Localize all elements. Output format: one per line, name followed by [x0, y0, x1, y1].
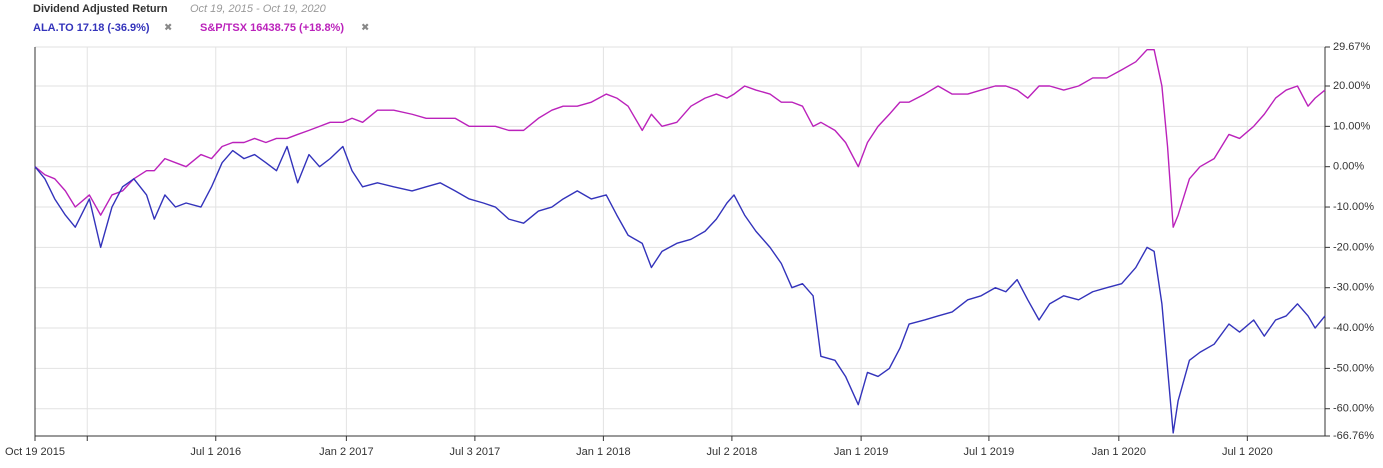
x-tick-label: Oct 19 2015: [5, 446, 65, 458]
x-tick-label: Jan 1 2018: [576, 446, 630, 458]
x-tick-label: Jan 2 2017: [319, 446, 373, 458]
legend-entry: ALA.TO 17.18 (-36.9%): [33, 22, 150, 34]
x-tick-label: Jan 1 2019: [834, 446, 888, 458]
y-tick-label: -60.00%: [1333, 403, 1374, 415]
x-tick-label: Jul 1 2020: [1222, 446, 1273, 458]
legend-remove[interactable]: ✖: [164, 23, 172, 34]
series-line: [34, 49, 1326, 228]
x-tick-label: Jul 1 2019: [964, 446, 1015, 458]
x-tick-label: Jul 2 2018: [707, 446, 758, 458]
y-tick-label: 10.00%: [1333, 120, 1371, 132]
series-line: [34, 145, 1326, 434]
legend-remove[interactable]: ✖: [361, 23, 369, 34]
plot-area: 29.67% 20.00% 10.00% 0.00% -10.00% -20.00% -30…: [5, 41, 1374, 458]
chart-subtitle: Oct 19, 2015 - Oct 19, 2020: [190, 3, 327, 15]
legend-entry: S&P/TSX 16438.75 (+18.8%): [200, 22, 344, 34]
y-tick-label: -66.76%: [1333, 430, 1374, 442]
y-tick-label: -10.00%: [1333, 201, 1374, 213]
y-tick-label: -20.00%: [1333, 241, 1374, 253]
y-tick-label: -40.00%: [1333, 322, 1374, 334]
y-tick-label: 20.00%: [1333, 80, 1371, 92]
y-tick-label: -50.00%: [1333, 362, 1374, 374]
y-tick-label: 0.00%: [1333, 161, 1364, 173]
x-tick-label: Jul 3 2017: [450, 446, 501, 458]
chart-title: Dividend Adjusted Return: [33, 3, 168, 15]
y-tick-label: 29.67%: [1333, 41, 1371, 53]
x-tick-label: Jul 1 2016: [190, 446, 241, 458]
x-tick-label: Jan 1 2020: [1092, 446, 1146, 458]
y-tick-label: -30.00%: [1333, 282, 1374, 294]
